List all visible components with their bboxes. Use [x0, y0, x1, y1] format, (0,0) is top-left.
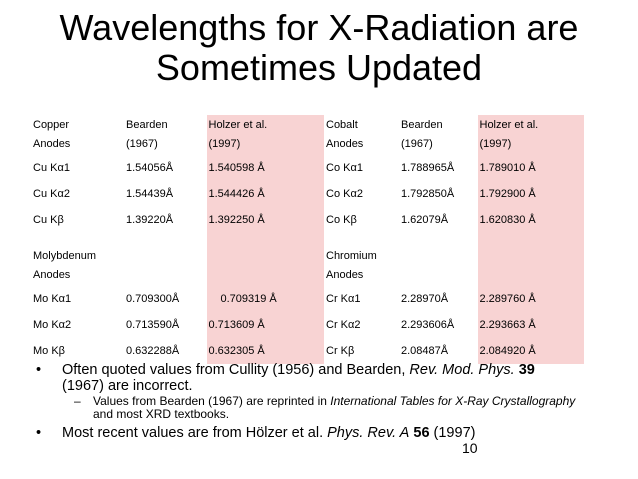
bullet-2-text: Most recent values are from Hölzer et al… — [62, 425, 476, 441]
sub-bullet-text: Values from Bearden (1967) are reprinted… — [93, 394, 576, 421]
cell-holzer: 2.289760 Å — [476, 286, 584, 312]
copper-anodes-header: Copper Anodes — [33, 119, 71, 150]
chromium-anodes-header: Chromium Anodes — [326, 250, 377, 281]
cell-bearden: 1.792850Å — [401, 188, 455, 200]
table-row: Mo Kβ 0.632288Å 0.632305 Å Cr Kβ 2.08487… — [31, 338, 584, 364]
cell-holzer: 1.620830 Å — [476, 207, 584, 233]
table-subheader-row: Molybdenum Anodes Chromium Anodes — [31, 246, 584, 286]
title-line-2: Sometimes Updated — [155, 47, 483, 88]
cell-holzer: 0.713609 Å — [205, 312, 324, 338]
title-line-1: Wavelengths for X-Radiation are — [59, 7, 579, 48]
bearden-header-right: Bearden (1967) — [401, 119, 443, 150]
molybdenum-anodes-header: Molybdenum Anodes — [33, 250, 96, 281]
bullet-1-text: Often quoted values from Cullity (1956) … — [62, 362, 535, 394]
cell-bearden: 0.632288Å — [126, 345, 180, 357]
cell-holzer: 0.632305 Å — [205, 338, 324, 364]
cell-line: Cr Kα1 — [326, 293, 361, 305]
table-spacer-row — [31, 233, 584, 246]
table-row: Cu Kβ 1.39220Å 1.392250 Å Co Kβ 1.62079Å… — [31, 207, 584, 233]
table-row: Mo Kα1 0.709300Å 0.709319 Å Cr Kα1 2.289… — [31, 286, 584, 312]
cobalt-anodes-header: Cobalt Anodes — [326, 119, 364, 150]
holzer-header-right: Holzer et al. (1997) — [476, 115, 584, 155]
cell-bearden: 2.28970Å — [401, 293, 449, 305]
cell-line: Co Kα2 — [326, 188, 363, 200]
cell-line: Cu Kβ — [33, 214, 64, 226]
cell-line: Mo Kα2 — [33, 319, 72, 331]
cell-bearden: 0.709300Å — [126, 293, 180, 305]
cell-holzer: 2.084920 Å — [476, 338, 584, 364]
table-row: Mo Kα2 0.713590Å 0.713609 Å Cr Kα2 2.293… — [31, 312, 584, 338]
cell-line: Co Kα1 — [326, 162, 363, 174]
cell-bearden: 1.788965Å — [401, 162, 455, 174]
cell-holzer: 0.709319 Å — [205, 286, 324, 312]
holzer-header-left: Holzer et al. (1997) — [205, 115, 324, 155]
cell-line: Cr Kα2 — [326, 319, 361, 331]
table-header-row: Copper Anodes Bearden (1967) Holzer et al.… — [31, 115, 584, 155]
cell-line: Cr Kβ — [326, 345, 355, 357]
cell-holzer: 1.540598 Å — [205, 155, 324, 181]
cell-line: Mo Kβ — [33, 345, 66, 357]
cell-line: Cu Kα1 — [33, 162, 70, 174]
sub-bullet-dash: – — [74, 394, 81, 408]
cell-bearden: 1.54056Å — [126, 162, 174, 174]
slide-title: Wavelengths for X-Radiation are Sometime… — [0, 8, 638, 88]
cell-line: Co Kβ — [326, 214, 357, 226]
bearden-header-left: Bearden (1967) — [126, 119, 168, 150]
cell-holzer: 2.293663 Å — [476, 312, 584, 338]
cell-holzer: 1.789010 Å — [476, 155, 584, 181]
cell-holzer: 1.792900 Å — [476, 181, 584, 207]
cell-bearden: 2.08487Å — [401, 345, 449, 357]
cell-holzer: 1.544426 Å — [205, 181, 324, 207]
cell-line: Mo Kα1 — [33, 293, 72, 305]
cell-line: Cu Kα2 — [33, 188, 70, 200]
bullet-dot: • — [36, 362, 42, 378]
table-row: Cu Kα2 1.54439Å 1.544426 Å Co Kα2 1.7928… — [31, 181, 584, 207]
cell-bearden: 0.713590Å — [126, 319, 180, 331]
cell-bearden: 1.62079Å — [401, 214, 449, 226]
cell-bearden: 1.54439Å — [126, 188, 174, 200]
cell-bearden: 1.39220Å — [126, 214, 174, 226]
bullet-dot: • — [36, 425, 42, 441]
page-number: 10 — [462, 440, 478, 456]
cell-bearden: 2.293606Å — [401, 319, 455, 331]
wavelength-table: Copper Anodes Bearden (1967) Holzer et al.… — [31, 115, 584, 364]
table-row: Cu Kα1 1.54056Å 1.540598 Å Co Kα1 1.7889… — [31, 155, 584, 181]
cell-holzer: 1.392250 Å — [205, 207, 324, 233]
